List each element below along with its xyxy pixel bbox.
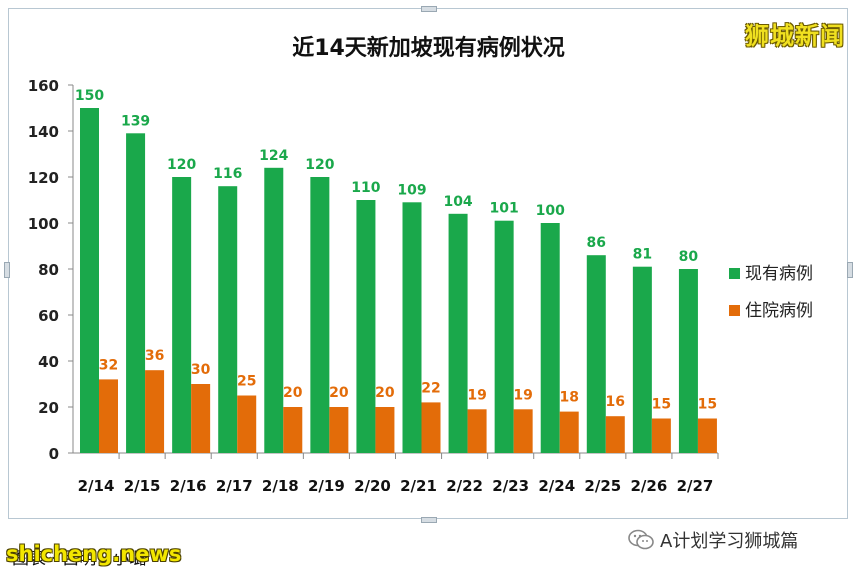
data-label-hospitalized: 20 <box>329 385 349 401</box>
data-label-hospitalized: 18 <box>559 390 578 406</box>
wechat-account: A计划学习狮城篇 <box>628 528 798 552</box>
x-tick-label: 2/23 <box>492 477 529 495</box>
bar-current-cases <box>494 220 514 453</box>
bar-hospitalized <box>191 384 211 453</box>
bar-chart: 0 20 40 60 80 100 120 140 160 150 32 2/14 139 36 2/15 1… <box>28 77 813 495</box>
bar-hospitalized <box>651 418 671 453</box>
x-tick-label: 2/16 <box>170 477 207 495</box>
bar-current-cases <box>126 133 146 454</box>
bar-current-cases <box>678 269 698 453</box>
data-label-hospitalized: 15 <box>652 397 671 413</box>
bar-current-cases <box>632 266 652 453</box>
data-label-current-cases: 120 <box>167 157 196 173</box>
data-label-hospitalized: 30 <box>191 362 211 378</box>
bar-hospitalized <box>513 409 533 453</box>
data-label-current-cases: 86 <box>587 235 606 251</box>
bar-current-cases <box>80 108 99 453</box>
bar-current-cases <box>448 213 468 453</box>
bar-current-cases <box>402 202 422 453</box>
x-tick-label: 2/15 <box>124 477 161 495</box>
bar-hospitalized <box>99 379 118 453</box>
bar-hospitalized <box>421 402 441 453</box>
data-label-hospitalized: 19 <box>513 387 532 403</box>
legend-swatch-hospitalized <box>729 305 740 316</box>
x-tick-label: 2/26 <box>630 477 667 495</box>
bar-current-cases <box>586 255 606 453</box>
resize-handle-top[interactable] <box>421 6 437 12</box>
bar-hospitalized <box>145 370 165 453</box>
bar-current-cases <box>356 200 376 453</box>
y-tick-label: 160 <box>28 77 59 95</box>
y-tick-label: 120 <box>28 169 59 187</box>
bar-hospitalized <box>375 407 395 453</box>
bar-hospitalized <box>605 416 625 453</box>
resize-handle-right[interactable] <box>847 262 853 278</box>
data-label-hospitalized: 15 <box>698 397 717 413</box>
data-label-current-cases: 81 <box>633 247 652 263</box>
data-label-hospitalized: 20 <box>283 385 303 401</box>
x-tick-label: 2/17 <box>216 477 253 495</box>
x-tick-label: 2/22 <box>446 477 483 495</box>
x-tick-label: 2/25 <box>584 477 621 495</box>
bar-current-cases <box>540 223 560 453</box>
data-label-current-cases: 116 <box>213 166 242 182</box>
data-label-hospitalized: 32 <box>99 357 118 373</box>
bar-current-cases <box>264 167 284 454</box>
watermark-bottom: shicheng.news <box>6 542 182 566</box>
data-label-hospitalized: 25 <box>237 374 256 390</box>
data-label-current-cases: 139 <box>121 113 150 129</box>
bar-hospitalized <box>697 418 717 453</box>
y-tick-label: 0 <box>49 445 59 463</box>
bar-hospitalized <box>237 395 257 453</box>
bar-hospitalized <box>559 411 579 453</box>
chart-title: 近14天新加坡现有病例状况 <box>292 36 565 61</box>
y-tick-label: 80 <box>38 261 59 279</box>
data-label-hospitalized: 19 <box>467 387 486 403</box>
data-label-hospitalized: 20 <box>375 385 395 401</box>
legend-label-current-cases: 现有病例 <box>745 264 813 284</box>
data-label-hospitalized: 16 <box>606 394 625 410</box>
bar-current-cases <box>172 177 192 453</box>
resize-handle-left[interactable] <box>4 262 10 278</box>
legend-swatch-current-cases <box>729 268 740 279</box>
data-label-current-cases: 150 <box>75 88 104 104</box>
x-tick-label: 2/27 <box>677 477 714 495</box>
x-tick-label: 2/20 <box>354 477 391 495</box>
bar-hospitalized <box>329 407 349 453</box>
y-tick-label: 20 <box>38 399 59 417</box>
watermark-top: 狮城新闻 <box>745 22 845 50</box>
y-tick-label: 60 <box>38 307 59 325</box>
data-label-current-cases: 120 <box>305 157 334 173</box>
data-label-current-cases: 104 <box>443 194 472 210</box>
bar-hospitalized <box>283 407 303 453</box>
bar-hospitalized <box>467 409 487 453</box>
wechat-icon <box>628 529 654 550</box>
bar-current-cases <box>310 177 330 453</box>
data-label-current-cases: 124 <box>259 148 288 164</box>
data-label-hospitalized: 36 <box>145 348 164 364</box>
data-label-current-cases: 110 <box>351 180 380 196</box>
bar-current-cases <box>218 186 238 453</box>
wechat-account-name: A计划学习狮城篇 <box>660 531 799 552</box>
y-tick-label: 40 <box>38 353 59 371</box>
x-tick-label: 2/21 <box>400 477 437 495</box>
data-label-current-cases: 101 <box>490 201 519 217</box>
x-tick-label: 2/18 <box>262 477 299 495</box>
x-tick-label: 2/24 <box>538 477 575 495</box>
data-label-hospitalized: 22 <box>421 380 440 396</box>
x-tick-label: 2/14 <box>78 477 115 495</box>
data-label-current-cases: 80 <box>679 249 699 265</box>
legend-label-hospitalized: 住院病例 <box>745 301 813 321</box>
y-tick-label: 140 <box>28 123 59 141</box>
caption: 图表 · 吕明 · 小璐 <box>12 549 147 569</box>
data-label-current-cases: 109 <box>397 182 426 198</box>
y-tick-label: 100 <box>28 215 59 233</box>
x-tick-label: 2/19 <box>308 477 345 495</box>
data-label-current-cases: 100 <box>536 203 565 219</box>
resize-handle-bottom[interactable] <box>421 517 437 523</box>
